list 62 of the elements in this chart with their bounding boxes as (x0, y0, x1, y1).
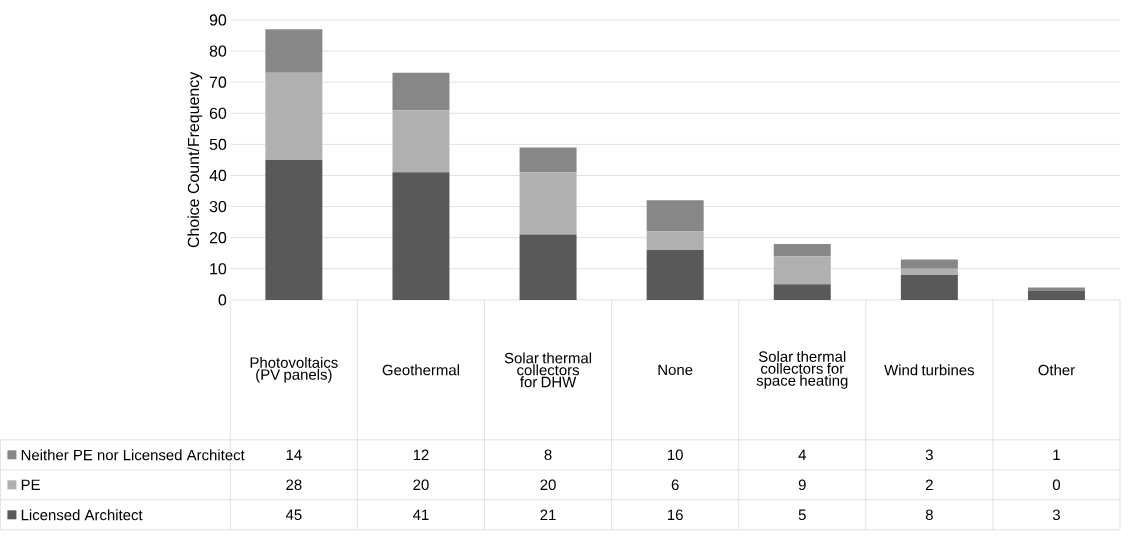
data-label: 45 (285, 509, 302, 521)
y-tick-label: 10 (210, 263, 227, 275)
x-tick-label: Solar thermal collectors for space heating (756, 351, 848, 389)
y-tick-label: 30 (209, 201, 227, 213)
bar (1027, 287, 1085, 291)
data-label: 4 (798, 449, 806, 461)
data-label: 3 (1052, 509, 1060, 521)
data-label: 20 (540, 479, 556, 491)
bar (900, 275, 958, 300)
x-tick-label: Geothermal (382, 364, 459, 376)
data-label: 21 (540, 509, 556, 521)
bar (392, 172, 450, 300)
y-tick-label: 90 (209, 14, 227, 26)
y-tick-label: 50 (209, 138, 227, 151)
data-label: 2 (925, 479, 933, 491)
data-label: 28 (286, 479, 302, 491)
bar (773, 244, 831, 257)
bar (646, 231, 704, 251)
bar (900, 259, 958, 269)
y-tick-label: 0 (218, 294, 227, 306)
bar (519, 234, 577, 300)
bar (392, 72, 450, 111)
bar (646, 200, 704, 232)
x-tick-label: Photovoltaics (PV panels) (250, 357, 338, 383)
legend-label: Licensed Architect (21, 509, 143, 521)
data-label: 41 (413, 509, 429, 521)
y-tick-label: 80 (209, 45, 227, 57)
data-label: 14 (286, 449, 302, 461)
legend-label: Neither PE nor Licensed Architect (21, 449, 245, 461)
data-label: 1 (1053, 449, 1060, 461)
y-axis-title: Choice Count/Frequency (187, 71, 203, 248)
bar (773, 284, 831, 300)
bar (265, 29, 323, 73)
y-tick-label: 40 (209, 169, 227, 182)
data-label: 10 (668, 449, 683, 461)
legend-label: PE (21, 479, 40, 491)
y-tick-label: 20 (209, 232, 227, 244)
data-label: 16 (668, 509, 683, 521)
x-tick-label: Solar thermal collectors for DHW (504, 352, 592, 388)
x-tick-label: Wind turbines (884, 364, 975, 376)
bar (265, 160, 323, 300)
y-tick-label: 70 (209, 76, 227, 88)
y-tick-label: 60 (209, 107, 227, 120)
bar (773, 256, 831, 285)
data-label: 8 (544, 449, 552, 461)
data-label: 8 (925, 509, 933, 521)
data-label: 6 (671, 479, 679, 491)
data-label: 0 (1052, 479, 1061, 491)
bar (519, 172, 577, 235)
data-label: 3 (925, 449, 933, 461)
bar (1027, 290, 1085, 300)
bar (265, 72, 323, 161)
x-tick-label: None (658, 364, 693, 376)
data-label: 12 (413, 449, 429, 461)
data-label: 5 (798, 509, 806, 521)
x-tick-label: Other (1038, 364, 1075, 376)
data-label: 20 (413, 479, 429, 491)
bar (646, 250, 704, 300)
bar (519, 147, 577, 173)
bar (392, 110, 450, 173)
data-label: 9 (798, 479, 806, 491)
bar (900, 268, 958, 276)
